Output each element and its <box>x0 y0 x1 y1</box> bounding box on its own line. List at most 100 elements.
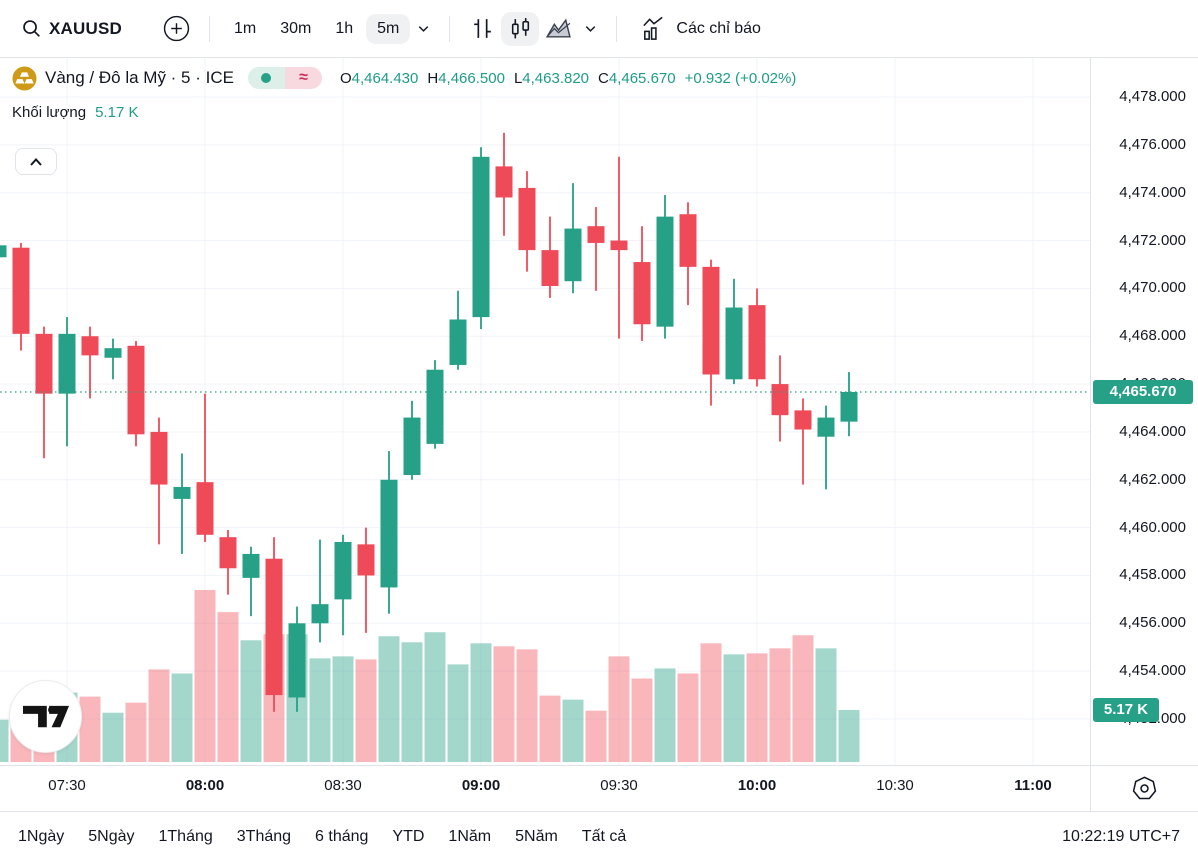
price-tick-label: 4,472.000 <box>1119 231 1186 249</box>
indicators-button[interactable]: Các chỉ báo <box>630 9 771 48</box>
candle-body <box>380 479 398 588</box>
tradingview-logo[interactable] <box>9 680 82 753</box>
live-dot-icon[interactable] <box>247 67 285 89</box>
candle-wick <box>825 405 827 490</box>
timeframe-1h[interactable]: 1h <box>324 14 364 44</box>
candle-wick <box>365 527 367 633</box>
candle-body <box>81 336 99 356</box>
collapse-legend-button[interactable] <box>15 148 57 175</box>
volume-bar <box>723 654 745 762</box>
candle-body <box>12 247 30 334</box>
compare-add-button[interactable] <box>156 12 196 46</box>
timeframe-menu-button[interactable] <box>410 14 436 44</box>
volume-bar <box>493 646 515 762</box>
price-tick-label: 4,470.000 <box>1119 279 1186 297</box>
clock-timezone[interactable]: 10:22:19 UTC+7 <box>1062 827 1180 845</box>
candle-body <box>58 333 76 394</box>
volume-bar <box>424 632 446 762</box>
volume-bar <box>332 656 354 762</box>
market-status-pill[interactable]: ≈ <box>247 67 322 89</box>
volume-bar <box>378 636 400 762</box>
timeframe-1m[interactable]: 1m <box>223 14 267 44</box>
price-tick-label: 4,478.000 <box>1119 88 1186 105</box>
candle-body <box>564 228 582 282</box>
price-tick-label: 4,476.000 <box>1119 135 1186 153</box>
range-tất-cả[interactable]: Tất cả <box>572 822 636 852</box>
volume-bar <box>838 709 860 762</box>
candle-body <box>173 486 191 499</box>
volume-bar <box>815 648 837 762</box>
volume-bar <box>217 612 239 762</box>
candle-wick <box>204 393 206 542</box>
price-tick-label: 4,458.000 <box>1119 566 1186 584</box>
candlestick-chart[interactable] <box>0 58 1090 765</box>
candle-body <box>449 319 467 365</box>
symbol-description[interactable]: Vàng / Đô la Mỹ · 5 · ICE <box>45 68 234 87</box>
time-tick-label: 10:00 <box>737 777 777 794</box>
candle-wick <box>319 539 321 643</box>
bars-style-icon <box>474 19 491 38</box>
candles-style-icon <box>511 18 529 39</box>
range-1tháng[interactable]: 1Tháng <box>149 822 223 852</box>
candle-body <box>817 417 835 437</box>
candle-body <box>150 431 168 485</box>
candle-body <box>633 262 651 325</box>
volume-bar <box>171 673 193 762</box>
approx-delay-icon[interactable]: ≈ <box>284 67 322 89</box>
candle-body <box>35 333 53 394</box>
chart-style-menu-button[interactable] <box>577 14 603 44</box>
search-icon <box>23 20 40 37</box>
price-tick-label: 4,464.000 <box>1119 422 1186 440</box>
candle-wick <box>112 338 114 380</box>
ohlc-values: O4,464.430 H4,466.500 L4,463.820 C4,465.670… <box>340 70 796 87</box>
volume-bar <box>148 669 170 762</box>
bottom-toolbar: 1Ngày 5Ngày 1Tháng 3Tháng 6 tháng YTD 1Năm 5Năm… <box>0 811 1198 861</box>
price-axis[interactable]: 4,465.670 5.17 K 4,478.000 4,476.000 4,474… <box>1090 58 1198 765</box>
top-toolbar: XAUUSD 1m 30m 1h 5m <box>0 0 1198 58</box>
candle-body <box>0 245 7 258</box>
volume-bar <box>447 664 469 762</box>
price-tick-label: 4,456.000 <box>1119 614 1186 632</box>
candle-body <box>794 410 812 430</box>
candle-body <box>357 544 375 576</box>
axis-settings-gear-icon[interactable] <box>1131 775 1158 802</box>
candle-body <box>587 226 605 243</box>
candle-wick <box>250 546 252 617</box>
symbol-search-button[interactable]: XAUUSD <box>13 12 130 45</box>
range-ytd[interactable]: YTD <box>382 822 434 852</box>
volume-bar <box>79 696 101 762</box>
candle-body <box>518 187 536 251</box>
candle-body <box>472 156 490 318</box>
axis-settings-corner <box>1090 765 1198 811</box>
time-axis[interactable]: 07:30 08:00 08:30 09:00 09:30 10:00 10:30 11:00 <box>0 765 1090 811</box>
time-tick-label: 11:00 <box>1014 777 1052 794</box>
range-3tháng[interactable]: 3Tháng <box>227 822 301 852</box>
range-5ngày[interactable]: 5Ngày <box>78 822 144 852</box>
chevron-down-icon <box>418 26 429 32</box>
volume-bar <box>470 643 492 762</box>
range-1năm[interactable]: 1Năm <box>438 822 501 852</box>
time-tick-label: 07:30 <box>48 777 86 794</box>
range-1ngày[interactable]: 1Ngày <box>8 822 74 852</box>
timeframe-5m[interactable]: 5m <box>366 13 411 44</box>
volume-bar <box>654 668 676 762</box>
candle-wick <box>89 326 91 399</box>
candle-body <box>495 166 513 198</box>
range-6-tháng[interactable]: 6 tháng <box>305 822 378 852</box>
volume-bar <box>631 678 653 762</box>
volume-bar <box>102 712 124 762</box>
candle-body <box>127 345 145 435</box>
price-tick-label: 4,460.000 <box>1119 518 1186 536</box>
current-price-badge: 4,465.670 <box>1093 379 1193 404</box>
price-tick-label: 4,462.000 <box>1119 470 1186 488</box>
area-style-button[interactable] <box>539 12 577 46</box>
bars-style-button[interactable] <box>463 12 501 46</box>
timeframe-30m[interactable]: 30m <box>269 14 322 44</box>
volume-label: Khối lượng <box>12 103 87 121</box>
range-5năm[interactable]: 5Năm <box>505 822 568 852</box>
candles-style-button[interactable] <box>501 11 540 46</box>
time-tick-label: 09:00 <box>461 777 501 794</box>
candle-body <box>242 553 260 578</box>
price-tick-label: 4,468.000 <box>1119 327 1186 345</box>
volume-bar <box>792 635 814 762</box>
